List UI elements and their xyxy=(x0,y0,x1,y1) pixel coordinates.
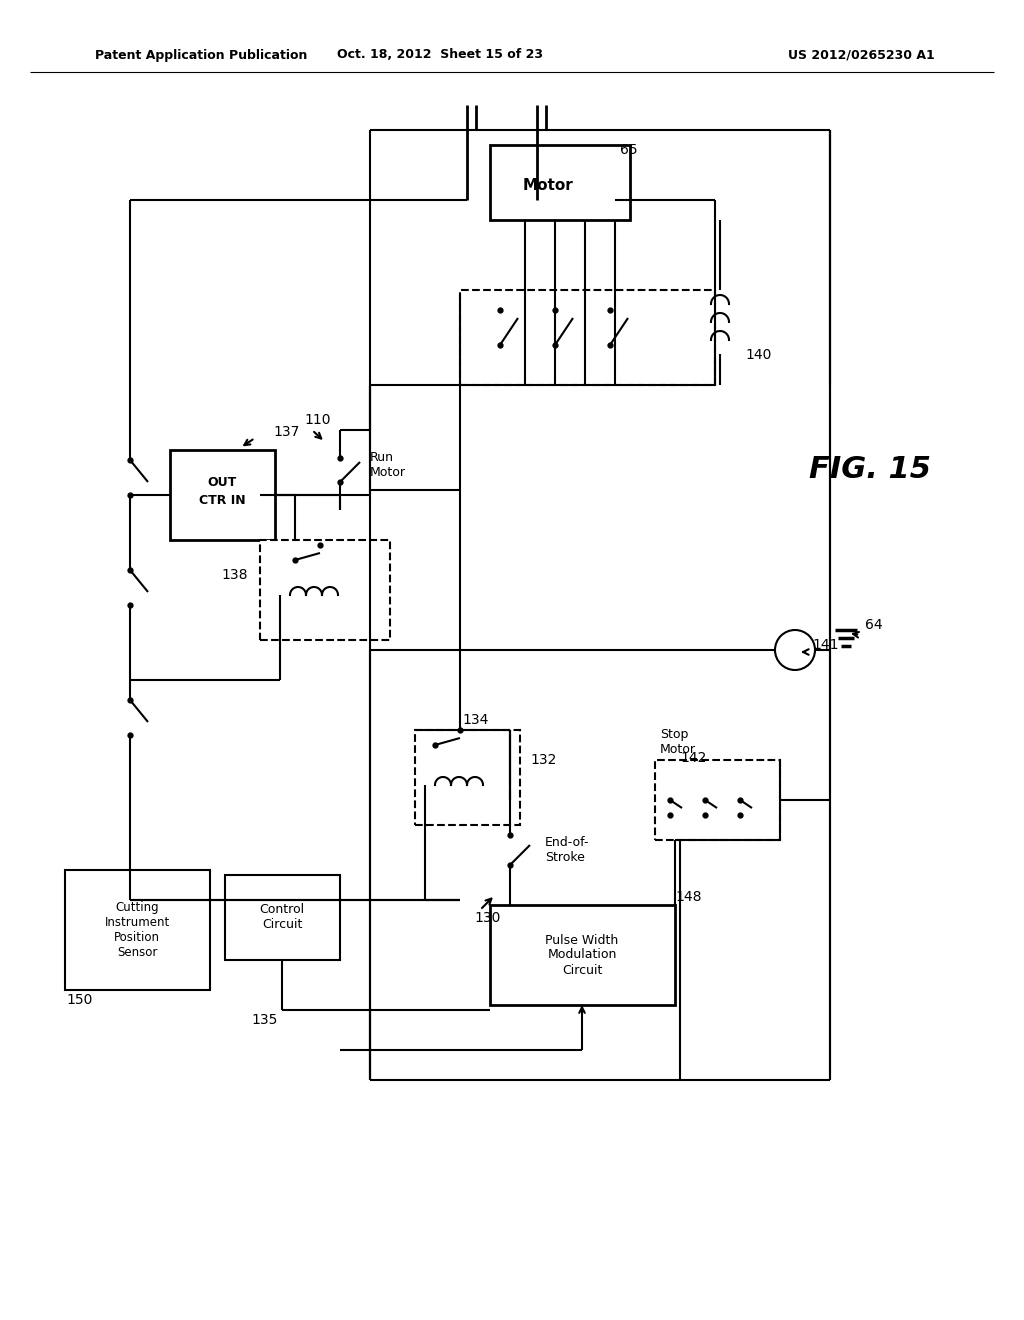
Text: OUT: OUT xyxy=(208,475,237,488)
Bar xyxy=(490,906,675,1005)
Text: FIG. 15: FIG. 15 xyxy=(809,455,931,484)
Text: 64: 64 xyxy=(865,618,883,632)
Text: 137: 137 xyxy=(273,425,299,440)
Text: 135: 135 xyxy=(252,1012,279,1027)
Bar xyxy=(490,145,630,220)
Text: 142: 142 xyxy=(680,751,707,766)
Text: 150: 150 xyxy=(67,993,93,1007)
Text: Motor: Motor xyxy=(522,177,573,193)
Text: Patent Application Publication: Patent Application Publication xyxy=(95,49,307,62)
Text: 148: 148 xyxy=(675,890,701,904)
Text: Cutting
Instrument
Position
Sensor: Cutting Instrument Position Sensor xyxy=(104,902,170,960)
Text: Stop
Motor: Stop Motor xyxy=(660,729,696,756)
Bar xyxy=(415,730,520,825)
Text: 132: 132 xyxy=(530,752,556,767)
Text: 134: 134 xyxy=(462,713,488,727)
Text: Control
Circuit: Control Circuit xyxy=(259,903,304,931)
Bar xyxy=(655,760,780,840)
Text: 130: 130 xyxy=(475,911,501,925)
Bar xyxy=(260,540,390,640)
Bar xyxy=(460,290,715,385)
Bar xyxy=(170,450,275,540)
Text: 65: 65 xyxy=(620,143,638,157)
Text: US 2012/0265230 A1: US 2012/0265230 A1 xyxy=(788,49,935,62)
Text: 140: 140 xyxy=(745,348,771,362)
Text: 138: 138 xyxy=(221,568,248,582)
Text: Run
Motor: Run Motor xyxy=(370,451,406,479)
Text: 141: 141 xyxy=(812,638,839,652)
Text: CTR IN: CTR IN xyxy=(199,494,246,507)
Bar xyxy=(225,875,340,960)
Text: 110: 110 xyxy=(305,413,331,426)
Bar xyxy=(65,870,210,990)
Text: End-of-
Stroke: End-of- Stroke xyxy=(545,836,590,865)
Text: Pulse Width
Modulation
Circuit: Pulse Width Modulation Circuit xyxy=(546,933,618,977)
Text: Oct. 18, 2012  Sheet 15 of 23: Oct. 18, 2012 Sheet 15 of 23 xyxy=(337,49,543,62)
